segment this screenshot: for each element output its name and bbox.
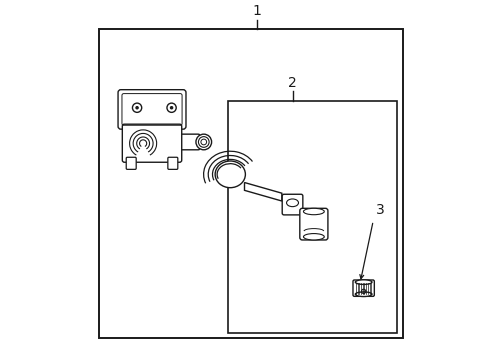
Bar [228, 102, 397, 333]
FancyBboxPatch shape [167, 157, 178, 169]
Ellipse shape [355, 280, 371, 284]
FancyBboxPatch shape [282, 194, 302, 215]
Ellipse shape [303, 234, 324, 240]
Ellipse shape [215, 161, 245, 188]
FancyBboxPatch shape [126, 157, 136, 169]
Text: 2: 2 [287, 76, 296, 90]
FancyBboxPatch shape [122, 124, 182, 162]
FancyBboxPatch shape [352, 280, 374, 296]
FancyBboxPatch shape [176, 134, 200, 150]
Text: 1: 1 [252, 4, 261, 18]
Polygon shape [244, 183, 281, 201]
FancyBboxPatch shape [118, 90, 185, 129]
Ellipse shape [355, 292, 371, 297]
FancyBboxPatch shape [299, 208, 327, 240]
Circle shape [196, 134, 211, 150]
Ellipse shape [303, 208, 324, 215]
Text: 3: 3 [375, 203, 384, 217]
Circle shape [136, 107, 138, 109]
Bar [99, 28, 402, 338]
Circle shape [170, 107, 172, 109]
